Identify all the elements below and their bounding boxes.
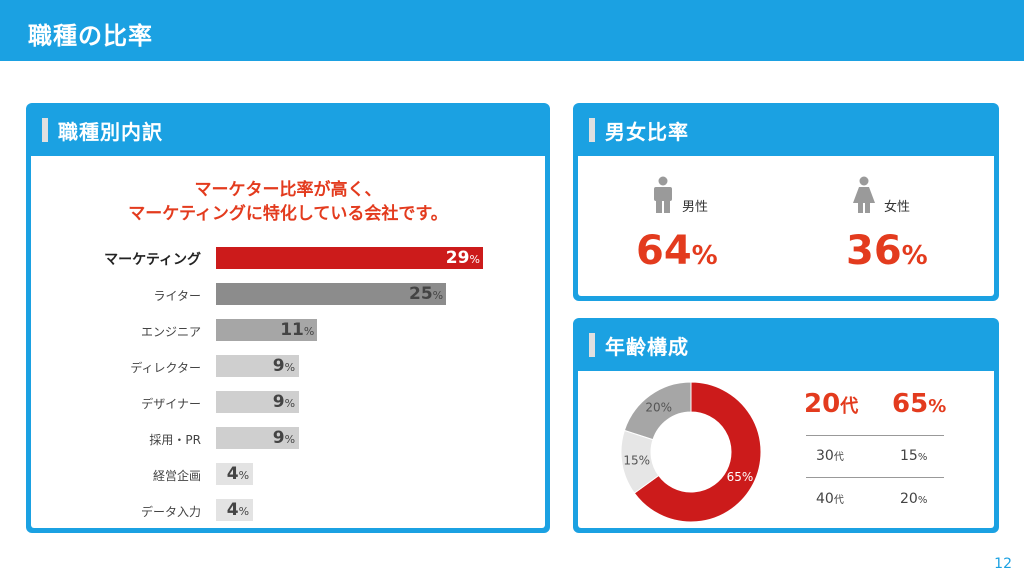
job-bar: [216, 499, 253, 521]
page-title: 職種の比率: [28, 22, 153, 50]
donut-slice: [623, 381, 692, 441]
donut-slice-label: 15%: [623, 454, 650, 468]
job-bar-value: 4%: [226, 500, 250, 520]
male-label: 男性: [682, 200, 709, 215]
job-bar: [216, 427, 299, 449]
job-bar: [216, 283, 446, 305]
job-category-label: 採用・PR: [149, 433, 201, 447]
donut-slice-label: 65%: [727, 470, 754, 484]
age-group-40s: 40代: [816, 491, 844, 507]
job-bar-value: 25%: [409, 284, 444, 304]
title-marker: [589, 118, 595, 142]
age-40s-percentage: 20%: [900, 491, 928, 507]
female-label: 女性: [884, 200, 911, 215]
job-bar-value: 9%: [272, 392, 296, 412]
job-bar-value: 4%: [226, 464, 250, 484]
panel-header: 職種別内訳: [42, 117, 163, 144]
headline-line-1: マーケター比率が高く、: [194, 180, 382, 200]
header-bar: 職種の比率: [0, 0, 1024, 61]
panel-title: 職種別内訳: [58, 119, 163, 144]
title-marker: [589, 333, 595, 357]
job-bar: [216, 247, 483, 269]
job-bar: [216, 319, 318, 341]
job-category-label: エンジニア: [140, 325, 201, 339]
job-category-label: 経営企画: [152, 469, 201, 483]
age-highlight-group: 20代: [804, 389, 859, 419]
age-group-30s: 30代: [816, 448, 844, 464]
divider: [806, 477, 944, 478]
job-category-label: ライター: [153, 289, 201, 303]
job-bar-value: 11%: [280, 320, 315, 340]
panel-body: マーケター比率が高く、 マーケティングに特化している会社です。 マーケティング 2…: [31, 156, 545, 528]
female-person-icon: [853, 176, 875, 213]
age-30s-percentage: 15%: [900, 448, 928, 464]
male-person-icon: [654, 176, 672, 213]
female-percentage: 36%: [846, 228, 928, 274]
panel-header: 年齢構成: [589, 332, 689, 359]
gender-ratio-panel: 男女比率 男性 64% 女性 36%: [573, 103, 999, 301]
page-number: 12: [994, 556, 1012, 572]
job-bar-value: 9%: [272, 428, 296, 448]
job-bar-value: 29%: [445, 248, 480, 268]
job-category-label: マーケティング: [104, 252, 201, 268]
age-highlight-percentage: 65%: [892, 389, 947, 419]
job-bar: [216, 391, 299, 413]
male-percentage: 64%: [636, 228, 718, 274]
panel-title: 年齢構成: [605, 334, 689, 359]
age-composition-panel: 年齢構成 65% 15% 20% 20代 65% 30代 15% 40代 20%: [573, 318, 999, 533]
panel-body: 男性 64% 女性 36%: [578, 156, 994, 296]
job-bar: [216, 355, 299, 377]
donut-slice: [633, 381, 762, 523]
job-bar-value: 9%: [272, 356, 296, 376]
job-category-label: デザイナー: [141, 397, 201, 411]
job-category-label: ディレクター: [130, 361, 201, 375]
headline-line-2: マーケティングに特化している会社です。: [128, 204, 448, 224]
age-donut-chart: 65% 15% 20%: [620, 381, 762, 523]
job-bar: [216, 463, 253, 485]
divider: [806, 435, 944, 436]
panel-title: 男女比率: [605, 119, 689, 144]
panel-body: 65% 15% 20% 20代 65% 30代 15% 40代 20%: [578, 371, 994, 528]
job-category-label: データ入力: [140, 505, 201, 519]
job-breakdown-panel: 職種別内訳 マーケター比率が高く、 マーケティングに特化している会社です。 マー…: [26, 103, 550, 533]
donut-slice-label: 20%: [645, 401, 672, 415]
panel-header: 男女比率: [589, 117, 689, 144]
title-marker: [42, 118, 48, 142]
